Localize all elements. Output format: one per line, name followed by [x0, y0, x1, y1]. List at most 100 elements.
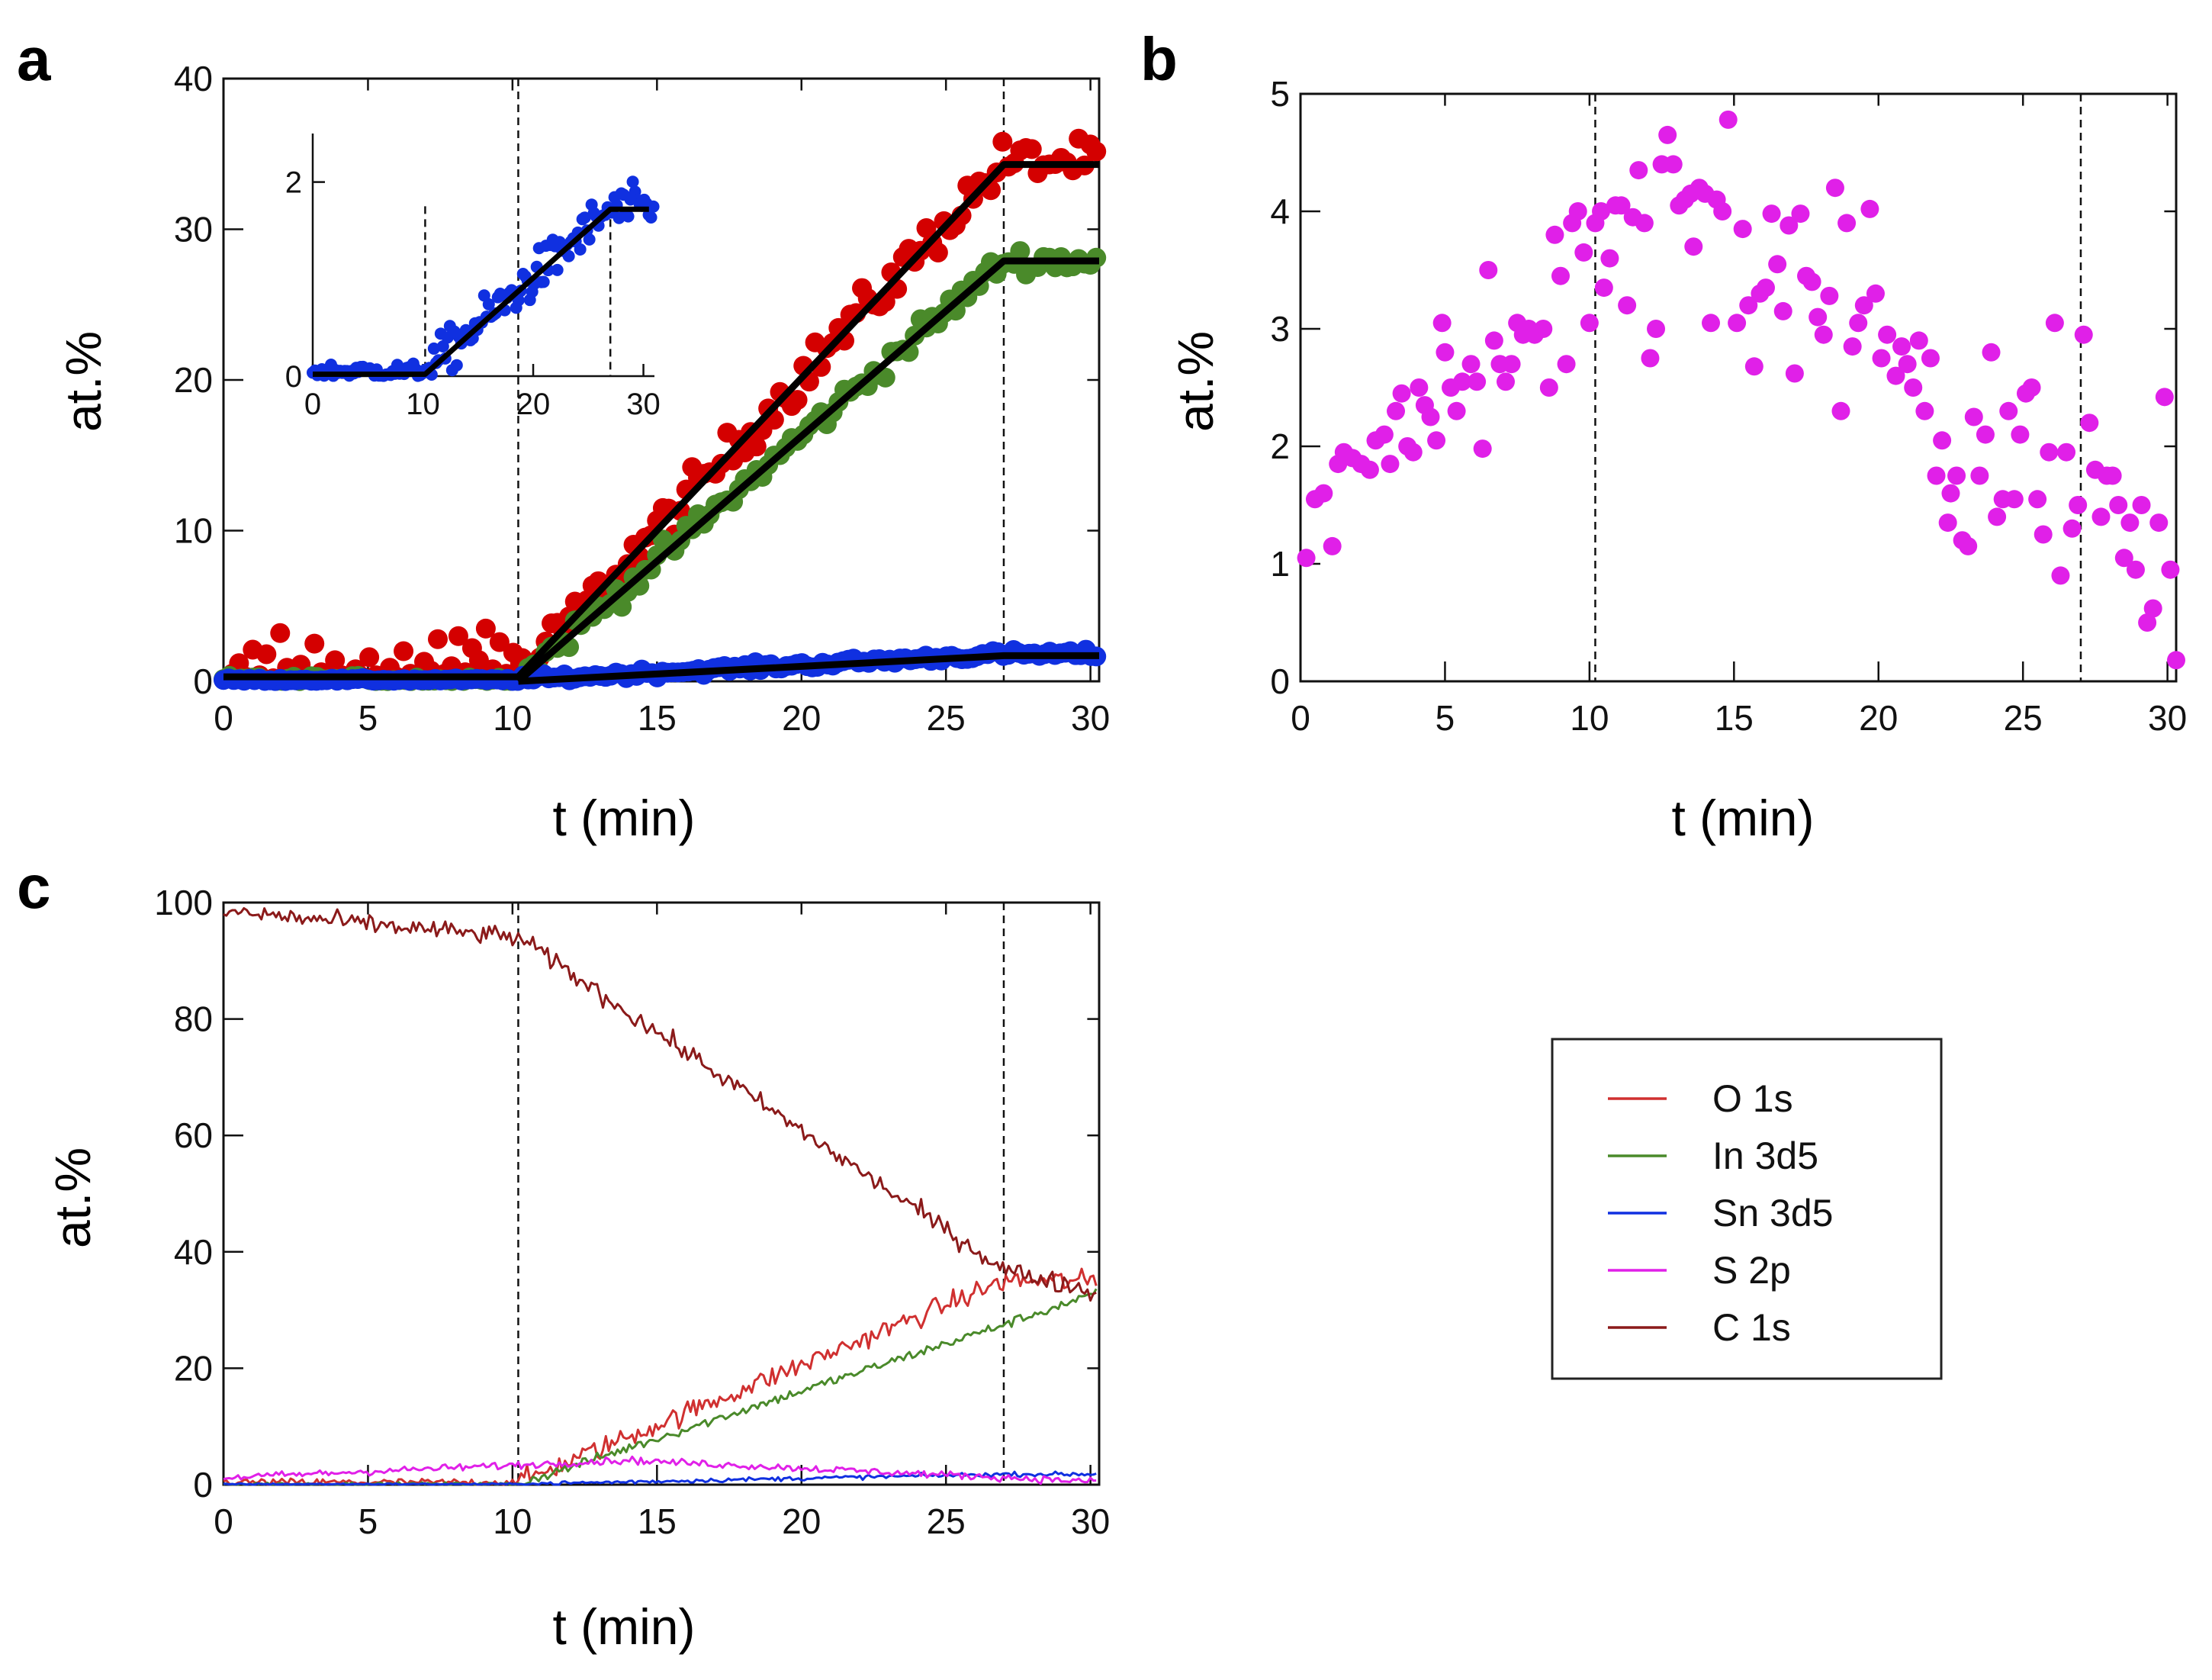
data-point-s-2p — [1580, 314, 1599, 333]
data-point-s-2p — [1970, 466, 1989, 485]
x-tick-label: 20 — [782, 698, 821, 738]
data-point-s-2p — [2069, 496, 2088, 514]
x-tick-label: 0 — [214, 698, 233, 738]
data-point-s-2p — [2074, 325, 2093, 344]
series-line-o-1s — [223, 1267, 1098, 1486]
data-point-s-2p — [1728, 314, 1747, 333]
data-point-s-2p — [1374, 425, 1394, 444]
data-point-s-2p — [2109, 496, 2128, 514]
series-line-c-1s — [223, 907, 1097, 1302]
data-point-sn-3d5 — [427, 342, 440, 355]
data-point-o-1s — [1086, 141, 1107, 162]
data-point-s-2p — [1820, 286, 1839, 305]
data-point-sn-3d5 — [626, 175, 639, 188]
x-tick-label: 5 — [1436, 698, 1455, 738]
data-point-s-2p — [1878, 325, 1897, 344]
data-point-s-2p — [1849, 314, 1868, 333]
data-point-s-2p — [1892, 337, 1911, 356]
data-point-s-2p — [2040, 443, 2059, 462]
legend: O 1s In 3d5 Sn 3d5 S 2p C 1s — [1551, 1038, 1943, 1380]
y-tick-label: 0 — [193, 1465, 213, 1505]
data-point-o-1s — [746, 436, 767, 457]
legend-label: O 1s — [1712, 1077, 1793, 1120]
panel-b-x-axis-title: t (min) — [1672, 790, 1815, 846]
series-line-s-2p — [223, 1455, 1097, 1485]
x-tick-label: 10 — [493, 698, 532, 738]
data-point-s-2p — [1479, 261, 1498, 279]
data-point-s-2p — [2149, 513, 2169, 533]
legend-entry-c1s: C 1s — [1608, 1306, 1791, 1349]
data-point-o-1s — [489, 632, 510, 652]
x-tick-label: 5 — [358, 698, 378, 738]
data-point-s-2p — [1461, 355, 1481, 374]
data-point-sn-3d5 — [562, 249, 575, 262]
y-tick-label: 40 — [174, 59, 213, 98]
data-point-s-2p — [1297, 549, 1316, 568]
data-point-s-2p — [1473, 439, 1492, 459]
data-point-s-2p — [1534, 320, 1553, 338]
data-point-s-2p — [2167, 651, 2185, 670]
data-point-s-2p — [1739, 296, 1758, 315]
data-point-s-2p — [1814, 325, 1833, 344]
series-line-sn-3d5 — [223, 1470, 1097, 1486]
data-point-sn-3d5 — [583, 233, 596, 246]
y-tick-label: 5 — [1270, 74, 1290, 114]
legend-entry-sn3d5: Sn 3d5 — [1608, 1192, 1833, 1234]
data-point-s-2p — [1947, 466, 1966, 485]
data-point-sn-3d5 — [645, 211, 657, 224]
data-point-sn-3d5 — [578, 211, 591, 224]
legend-label: C 1s — [1712, 1306, 1791, 1349]
data-point-sn-3d5 — [574, 243, 587, 256]
data-point-o-1s — [270, 623, 291, 643]
x-tick-label: 20 — [1859, 698, 1898, 738]
data-point-s-2p — [1988, 507, 2007, 526]
data-point-s-2p — [2022, 378, 2041, 397]
data-point-in-3d5 — [875, 367, 895, 388]
data-point-o-1s — [394, 641, 414, 661]
x-tick-label: 30 — [1071, 1501, 1110, 1541]
data-point-s-2p — [2114, 549, 2133, 568]
data-point-o-1s — [928, 242, 948, 262]
data-point-sn-3d5 — [450, 359, 463, 372]
x-tick-label: 30 — [1071, 698, 1110, 738]
y-tick-label: 0 — [1270, 661, 1290, 701]
legend-label: S 2p — [1712, 1249, 1791, 1292]
data-point-s-2p — [2080, 414, 2099, 433]
data-point-s-2p — [1392, 384, 1411, 403]
panel-c-plot-area: 0 5 10 15 20 25 30 0 20 40 60 80 100 — [154, 883, 1110, 1541]
data-point-s-2p — [1629, 161, 1648, 180]
data-point-s-2p — [1872, 349, 1891, 368]
x-tick-label: 25 — [927, 1501, 966, 1541]
data-point-s-2p — [1314, 484, 1333, 503]
data-point-s-2p — [1568, 202, 1587, 220]
x-tick-label: 10 — [1570, 698, 1609, 738]
data-point-s-2p — [1915, 401, 1934, 420]
data-point-s-2p — [1773, 301, 1792, 320]
data-point-s-2p — [1976, 425, 1995, 444]
data-point-s-2p — [2138, 613, 2157, 632]
series-line-in-3d5 — [223, 1288, 1098, 1486]
x-tick-label: 10 — [406, 388, 440, 421]
x-tick-label: 0 — [214, 1501, 233, 1541]
data-point-s-2p — [1664, 155, 1683, 174]
series-line-fit-o-1s — [223, 161, 1099, 681]
y-tick-label: 0 — [193, 661, 213, 701]
data-point-s-2p — [2103, 466, 2122, 485]
panel-b-plot-area: 0 5 10 15 20 25 30 0 1 2 3 4 5 — [1270, 74, 2187, 738]
data-point-s-2p — [1387, 401, 1406, 420]
data-point-s-2p — [1658, 125, 1677, 144]
x-tick-label: 15 — [1715, 698, 1754, 738]
data-point-in-3d5 — [612, 597, 632, 617]
x-tick-label: 30 — [626, 388, 661, 421]
x-tick-label: 20 — [782, 1501, 821, 1541]
y-tick-label: 4 — [1270, 191, 1290, 231]
x-tick-label: 25 — [2004, 698, 2043, 738]
legend-box — [1551, 1038, 1943, 1380]
data-point-s-2p — [1427, 431, 1446, 450]
data-point-s-2p — [1886, 366, 1905, 385]
data-point-s-2p — [1744, 357, 1763, 376]
data-point-sn-3d5 — [482, 298, 495, 311]
data-point-o-1s — [304, 633, 325, 654]
data-point-s-2p — [1837, 214, 1857, 233]
